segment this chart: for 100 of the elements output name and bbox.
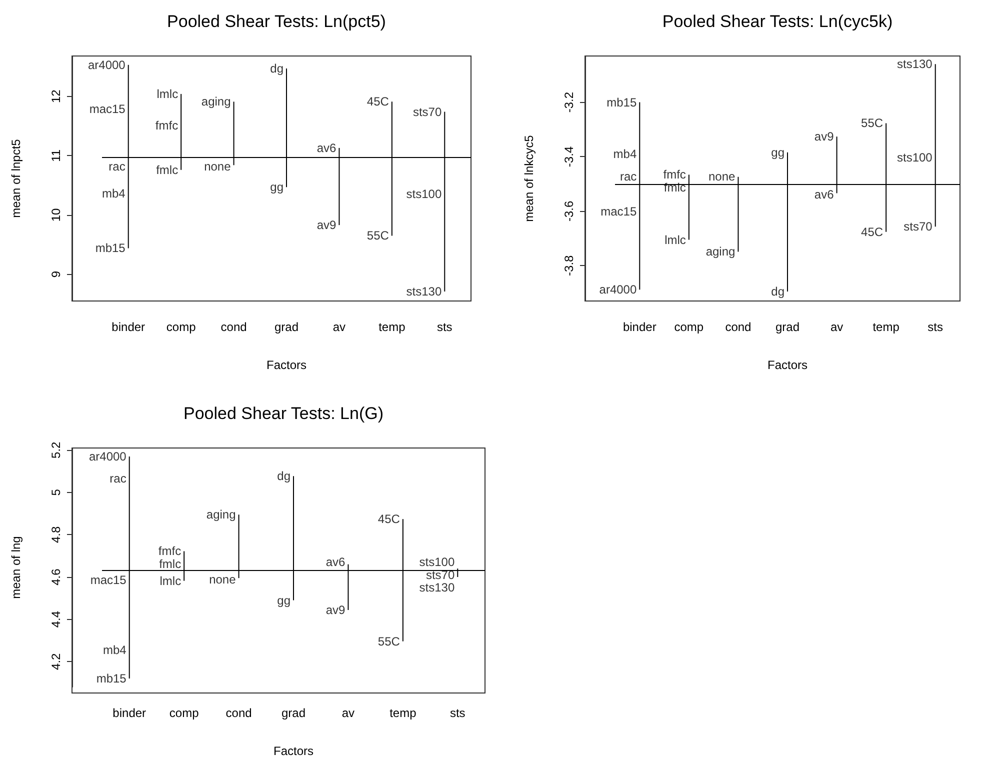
x-tick-label: binder — [112, 706, 146, 720]
annotation: aging — [201, 94, 231, 109]
annotation: dg — [270, 61, 284, 76]
annotation: rac — [110, 472, 126, 486]
annotation: gg — [771, 145, 784, 160]
annotation: 55C — [366, 228, 390, 243]
annotation: av9 — [814, 130, 834, 144]
annotation: av9 — [326, 603, 346, 618]
annotation: fmlc — [664, 180, 686, 195]
x-tick-label: grad — [281, 706, 306, 720]
y-tick-label: 9 — [49, 270, 63, 278]
y-tick-label: 5 — [49, 488, 63, 496]
annotation: fmfc — [158, 544, 182, 558]
y-tick-label: -3.6 — [562, 200, 576, 222]
annotation: none — [204, 159, 232, 174]
annotation: dg — [771, 284, 784, 298]
annotation: none — [708, 169, 736, 184]
y-tick-label: 4.8 — [49, 526, 63, 544]
annotation: fmlc — [156, 162, 178, 177]
y-tick-label: 4.4 — [49, 610, 63, 628]
annotation: av6 — [326, 555, 346, 570]
y-tick-label: 11 — [49, 149, 63, 162]
annotation: rac — [620, 169, 637, 184]
annotation: aging — [706, 244, 736, 259]
x-tick-label: temp — [378, 320, 406, 334]
x-tick-label: binder — [112, 320, 146, 334]
x-axis-title: Factors — [273, 744, 314, 758]
annotation: ar4000 — [88, 58, 126, 72]
y-axis-title: mean of lnkcyc5 — [522, 134, 536, 222]
annotation: gg — [277, 593, 290, 608]
annotation: sts70 — [412, 104, 442, 119]
annotation: none — [209, 572, 236, 587]
annotation: av6 — [814, 187, 834, 202]
y-axis-title: mean of lng — [9, 536, 23, 599]
annotation: lmlc — [156, 86, 178, 101]
annotation: mac15 — [90, 573, 127, 588]
annotation: mb4 — [102, 186, 126, 201]
annotation: sts130 — [897, 57, 933, 72]
annotation: 45C — [366, 94, 390, 109]
annotation: sts130 — [406, 284, 442, 299]
x-tick-label: cond — [226, 706, 252, 720]
annotation: lmlc — [664, 232, 686, 247]
x-tick-label: temp — [872, 320, 900, 334]
y-tick-label: 5.2 — [49, 441, 63, 458]
x-tick-label: cond — [725, 320, 752, 334]
y-tick-label: -3.2 — [562, 92, 576, 113]
annotation: 55C — [378, 634, 400, 648]
annotation: sts100 — [406, 187, 442, 202]
annotation: ar4000 — [88, 449, 127, 464]
annotation: fmlc — [159, 556, 182, 571]
annotation: 45C — [378, 512, 400, 526]
y-tick-label: 4.2 — [49, 652, 63, 670]
x-tick-label: grad — [775, 320, 800, 334]
annotation: mb15 — [606, 95, 637, 110]
annotation: mb4 — [613, 147, 637, 161]
chart-title: Pooled Shear Tests: Ln(G) — [183, 404, 384, 423]
annotation: mb15 — [96, 672, 127, 686]
x-tick-label: comp — [169, 706, 200, 720]
annotation: 45C — [861, 224, 884, 239]
x-tick-label: av — [342, 706, 355, 720]
annotation: sts100 — [897, 150, 933, 164]
annotation: sts130 — [419, 580, 455, 595]
annotation: 55C — [861, 116, 884, 130]
annotation: sts70 — [904, 220, 933, 234]
annotation: av9 — [316, 218, 337, 232]
x-tick-label: comp — [166, 320, 196, 334]
y-tick-label: -3.8 — [562, 254, 576, 276]
x-tick-label: av — [830, 320, 844, 334]
x-tick-label: comp — [674, 320, 704, 334]
x-tick-label: sts — [436, 320, 452, 334]
x-tick-label: sts — [928, 320, 944, 334]
annotation: lmlc — [160, 574, 182, 588]
chart-title: Pooled Shear Tests: Ln(cyc5k) — [662, 12, 893, 31]
annotation: ar4000 — [599, 282, 637, 297]
annotation: fmfc — [663, 168, 686, 182]
x-tick-label: grad — [274, 320, 299, 334]
y-tick-label: 10 — [49, 208, 63, 222]
x-tick-label: sts — [450, 706, 466, 720]
x-tick-label: cond — [220, 320, 247, 334]
annotation: gg — [270, 180, 284, 194]
annotation: mac15 — [89, 102, 126, 116]
x-tick-label: binder — [622, 320, 656, 334]
annotation: sts70 — [426, 568, 455, 582]
chart-title: Pooled Shear Tests: Ln(pct5) — [167, 12, 386, 31]
y-tick-label: 12 — [49, 89, 63, 104]
y-axis-title: mean of lnpct5 — [9, 138, 23, 218]
x-axis-title: Factors — [767, 358, 808, 372]
x-tick-label: av — [332, 320, 346, 334]
annotation: rac — [108, 159, 126, 174]
x-tick-label: temp — [390, 706, 417, 720]
annotation: fmfc — [155, 118, 178, 132]
annotation: dg — [277, 469, 290, 484]
annotation: mac15 — [600, 204, 637, 219]
annotation: sts100 — [419, 554, 455, 569]
annotation: aging — [206, 508, 236, 522]
y-tick-label: 4.6 — [49, 568, 63, 586]
x-axis-title: Factors — [266, 358, 307, 372]
annotation: av6 — [316, 140, 337, 155]
annotation: mb4 — [103, 643, 127, 658]
y-tick-label: -3.4 — [562, 146, 576, 168]
